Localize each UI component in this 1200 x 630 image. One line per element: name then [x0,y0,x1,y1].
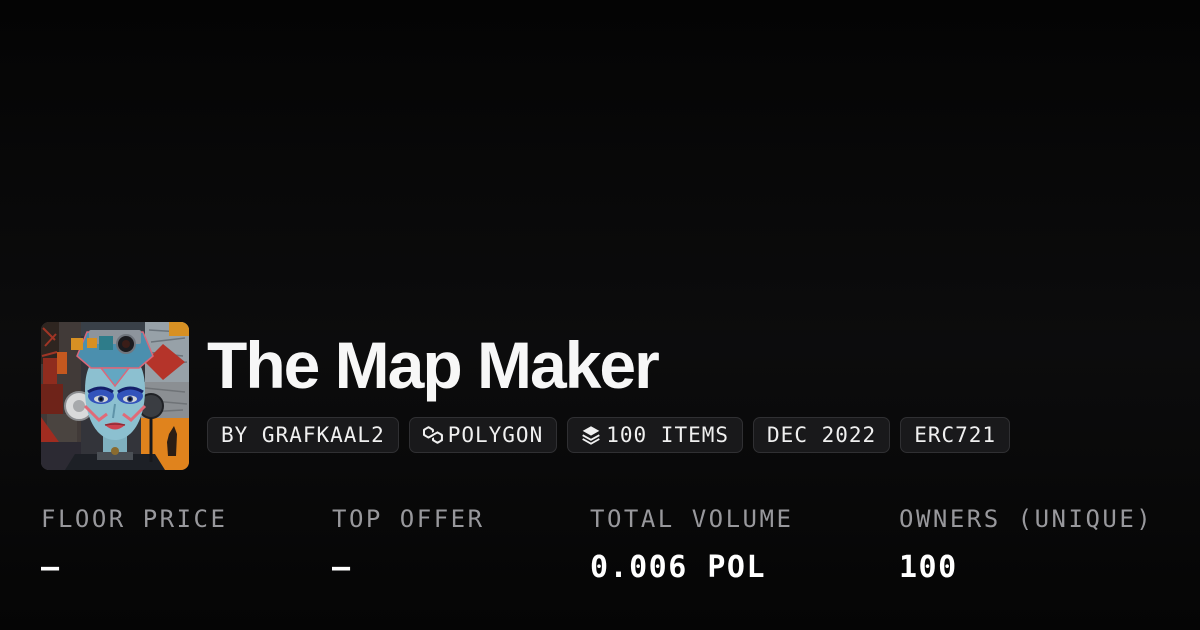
collection-info: The Map Maker BY GRAFKAAL2 POLYGON [207,322,1011,470]
stat-total-volume: TOTAL VOLUME 0.006 POL [590,505,899,585]
badge-created-date[interactable]: DEC 2022 [753,417,891,453]
stat-owners: OWNERS (UNIQUE) 100 [899,505,1180,585]
stat-floor-price: FLOOR PRICE — [41,505,332,585]
stat-floor-price-label: FLOOR PRICE [41,505,228,533]
stat-owners-value: 100 [899,550,958,585]
badge-chain[interactable]: POLYGON [408,417,558,453]
layers-icon [581,425,601,445]
badge-created-date-label: DEC 2022 [767,423,877,447]
collection-header: The Map Maker BY GRAFKAAL2 POLYGON [41,322,1011,470]
stat-total-volume-label: TOTAL VOLUME [590,505,794,533]
stat-top-offer-value: — [332,550,352,585]
stats-row: FLOOR PRICE — TOP OFFER — TOTAL VOLUME 0… [41,505,1180,585]
badge-row: BY GRAFKAAL2 POLYGON 1 [207,417,1011,453]
badge-creator[interactable]: BY GRAFKAAL2 [207,417,399,453]
collection-avatar-art [41,322,189,470]
badge-chain-label: POLYGON [447,423,544,447]
stat-total-volume-value: 0.006 POL [590,550,767,585]
stat-top-offer: TOP OFFER — [332,505,590,585]
badge-items[interactable]: 100 ITEMS [567,417,744,453]
badge-creator-label: BY GRAFKAAL2 [221,423,385,447]
stat-top-offer-label: TOP OFFER [332,505,485,533]
collection-avatar [41,322,189,470]
collection-title: The Map Maker [207,328,660,402]
badge-items-label: 100 ITEMS [606,423,730,447]
stat-owners-label: OWNERS (UNIQUE) [899,505,1154,533]
badge-token-standard[interactable]: ERC721 [900,417,1011,453]
polygon-icon [422,426,443,444]
badge-token-standard-label: ERC721 [914,423,997,447]
stat-floor-price-value: — [41,550,61,585]
